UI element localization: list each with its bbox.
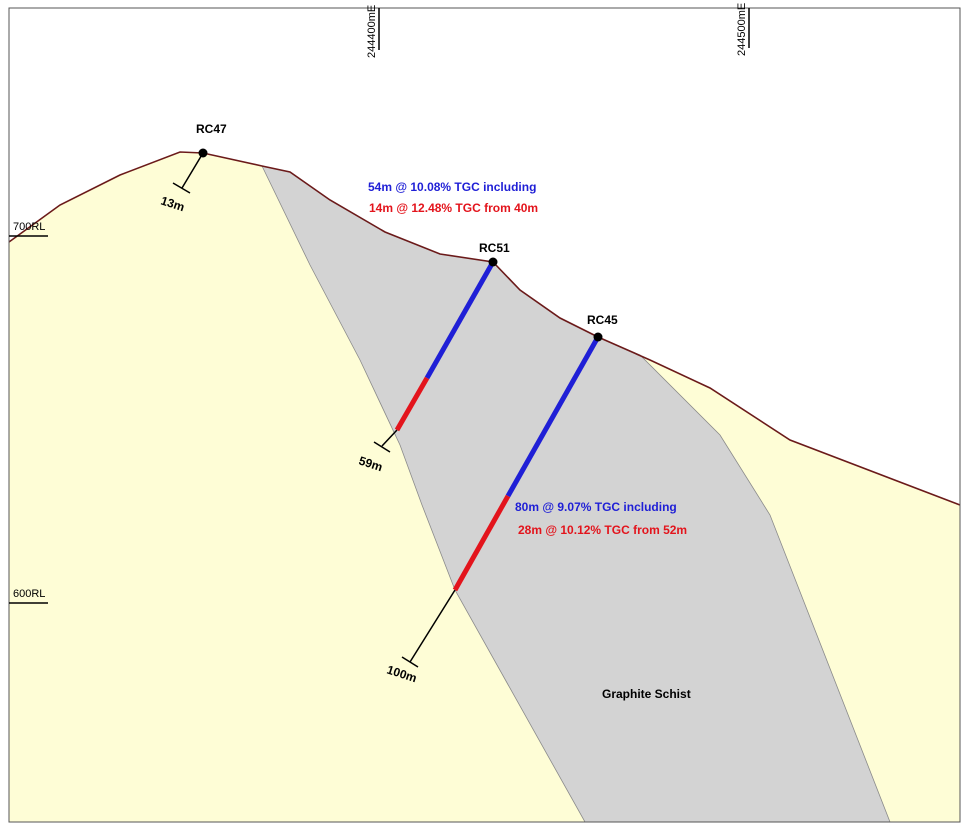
rl-label-600: 600RL — [13, 588, 45, 600]
rc51-intercept-label: 54m @ 10.08% TGC including — [368, 180, 536, 194]
rc51-end-tick — [373, 441, 391, 453]
topography-line — [8, 151, 961, 506]
rc51-sub-intercept-label: 14m @ 12.48% TGC from 40m — [369, 201, 538, 215]
rc45-name: RC45 — [587, 313, 618, 327]
rc47-end-tick — [172, 182, 191, 194]
rl-label-700: 700RL — [13, 221, 45, 233]
rc45-end-tick — [401, 656, 419, 668]
easting-label-244500: 244500mE — [736, 3, 748, 56]
rc47-trace — [181, 152, 204, 189]
rc51-main-intercept — [424, 260, 496, 380]
rc51-name: RC51 — [479, 241, 510, 255]
section-frame — [8, 7, 961, 823]
rc51-collar — [488, 257, 498, 267]
rc45-main-intercept — [505, 335, 601, 498]
rc45-high-grade-intercept — [452, 494, 511, 592]
rc47-name: RC47 — [196, 122, 227, 136]
rc45-collar — [593, 332, 603, 342]
rc51-high-grade-intercept — [394, 376, 430, 432]
rc45-intercept-label: 80m @ 9.07% TGC including — [515, 500, 677, 514]
rc45-trace-waste — [409, 589, 456, 663]
rc51-trace-waste — [381, 429, 398, 447]
graphite-schist-label: Graphite Schist — [602, 687, 691, 701]
rc45-sub-intercept-label: 28m @ 10.12% TGC from 52m — [518, 523, 687, 537]
rc47-collar — [198, 148, 208, 158]
easting-label-244400: 244400mE — [366, 5, 378, 58]
